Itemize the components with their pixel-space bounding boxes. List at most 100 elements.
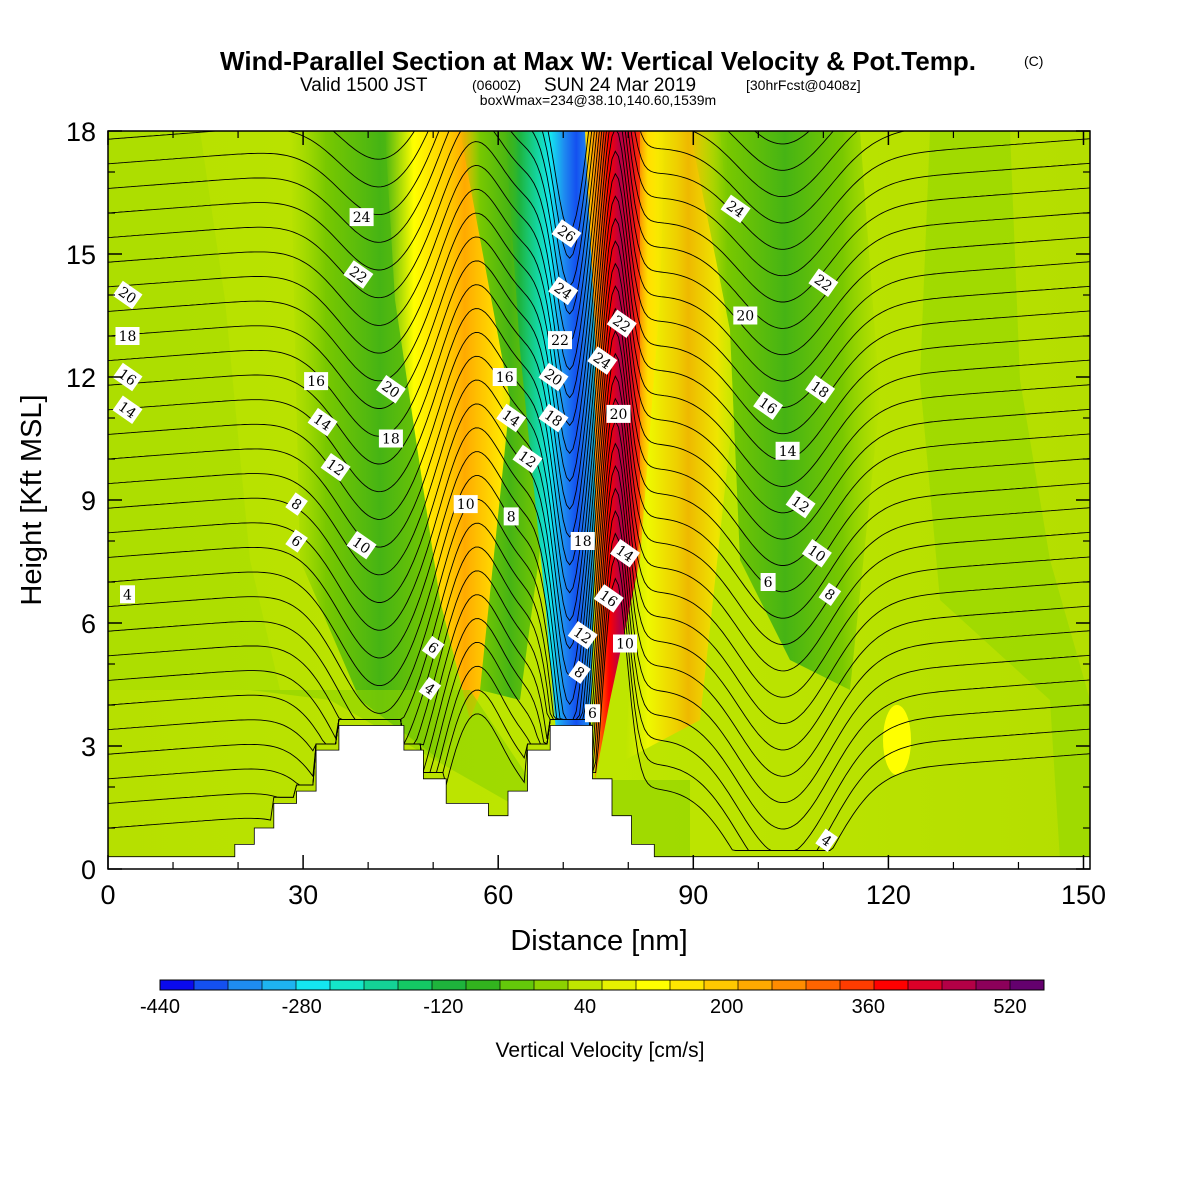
valid-time-c: SUN 24 Mar 2019 (544, 75, 696, 96)
contour-label-text: 14 (779, 444, 797, 460)
contour-label-text: 20 (610, 407, 628, 423)
theta-contour-line (108, 487, 1090, 804)
contour-label-box (378, 429, 403, 448)
y-tick-label: 3 (81, 732, 96, 762)
y-tick-label: 18 (66, 117, 96, 147)
colorbar-swatch (330, 980, 365, 990)
contour-label-text: 4 (123, 587, 132, 603)
contour-label-box (496, 403, 527, 433)
theta-contour-line (108, 330, 1090, 720)
contour-label-box (801, 539, 832, 568)
theta-contour-label: 14 (775, 441, 800, 460)
colorbar-swatch (840, 980, 875, 990)
contour-label-box (818, 582, 842, 606)
field-band-far-right-green (920, 131, 1090, 860)
theta-contour-label: 6 (421, 635, 445, 660)
contour-label-box (346, 530, 377, 560)
colorbar-swatch (670, 980, 705, 990)
colorbar-swatch (228, 980, 263, 990)
contour-label-box (307, 407, 338, 437)
contour-label-box (115, 327, 140, 345)
colorbar-swatch (262, 980, 297, 990)
chart-title: Wind-Parallel Section at Max W: Vertical… (220, 46, 976, 76)
contour-label-text: 8 (507, 509, 516, 525)
y-tick-label: 15 (66, 240, 96, 270)
x-tick-label: 150 (1061, 880, 1106, 910)
theta-contour-label: 16 (304, 372, 329, 391)
contour-label-text: 18 (119, 329, 137, 345)
colorbar-swatch (160, 980, 195, 990)
contour-label-box (492, 368, 517, 386)
chart-title-block: Wind-Parallel Section at Max W: Vertical… (220, 46, 1043, 108)
contour-label-text: 16 (307, 374, 325, 390)
y-axis-label: Height [Kft MSL] (16, 394, 48, 605)
contour-label-box (567, 621, 598, 650)
box-wmax-line: boxWmax=234@38.10,140.60,1539m (480, 92, 716, 108)
contour-label-text: 6 (764, 575, 773, 591)
theta-contour-label: 8 (503, 507, 519, 526)
colorbar-tick-label: -280 (282, 996, 322, 1018)
x-tick-label: 30 (288, 880, 318, 910)
colorbar-tick-label: -120 (423, 996, 463, 1018)
theta-contour-line (108, 131, 1090, 455)
y-tick-label: 9 (81, 486, 96, 516)
theta-contour-label: 10 (453, 495, 478, 514)
valid-time-d: [30hrFcst@0408z] (746, 77, 861, 93)
theta-contour-line (108, 464, 1090, 777)
theta-contour-line (108, 577, 1090, 851)
theta-contour-label: 18 (570, 532, 595, 550)
field-band-right-green (690, 131, 880, 690)
contour-label-box (120, 585, 135, 604)
theta-contour-label: 22 (548, 331, 572, 350)
chart-title-mark: (C) (1024, 53, 1043, 69)
theta-contour-label: 18 (115, 327, 140, 345)
contour-label-text: 20 (736, 309, 754, 325)
contour-label-box (375, 375, 406, 404)
theta-contour-label: 6 (285, 529, 308, 553)
contour-label-box (805, 375, 836, 404)
colorbar-tick-label: -440 (140, 996, 180, 1018)
theta-contours (108, 131, 1090, 851)
contour-label-box (112, 395, 143, 425)
contour-label-box (815, 828, 838, 852)
contour-label-box (753, 391, 784, 420)
theta-contour-label: 24 (349, 208, 374, 227)
contour-label-text: 10 (616, 637, 634, 653)
field-band-right-yellow (625, 131, 740, 760)
colorbar-swatch (194, 980, 229, 990)
contour-label-box (593, 584, 624, 613)
contour-label-text: 18 (574, 534, 592, 550)
colorbar-swatch (364, 980, 399, 990)
theta-contour-line (108, 375, 1090, 720)
colorbar-swatch (602, 980, 637, 990)
colorbar-tick-label: 200 (710, 996, 743, 1018)
theta-contour-label: 4 (418, 676, 442, 701)
colorbar-swatch (908, 980, 943, 990)
theta-contour-line (108, 509, 1090, 830)
x-tick-label: 120 (866, 880, 911, 910)
theta-contour-line (108, 150, 1090, 510)
contour-label-box (613, 634, 637, 653)
colorbar-swatch (942, 980, 977, 990)
theta-contour-line (108, 195, 1090, 566)
y-tick-label: 12 (66, 363, 96, 393)
colorbar-tick-label: 520 (993, 996, 1026, 1018)
theta-contour-line (108, 397, 1090, 720)
contour-label-box (720, 194, 751, 224)
theta-contour-line (108, 131, 907, 315)
colorbar-tick-label: 40 (574, 996, 596, 1018)
theta-contour-line (108, 240, 1090, 622)
colorbar-frame (159, 979, 1045, 991)
x-tick-label: 90 (678, 880, 708, 910)
colorbar-swatch (466, 980, 501, 990)
colorbar-swatch (704, 980, 739, 990)
contour-label-box (349, 208, 374, 227)
field-band-blue (505, 131, 600, 780)
contour-label-box (538, 403, 569, 433)
contour-label-box (606, 309, 637, 338)
colorbar-swatch (738, 980, 773, 990)
contour-label-text: 6 (588, 706, 597, 722)
theta-contour-label: 4 (815, 828, 838, 852)
theta-contour-label: 8 (568, 660, 591, 684)
